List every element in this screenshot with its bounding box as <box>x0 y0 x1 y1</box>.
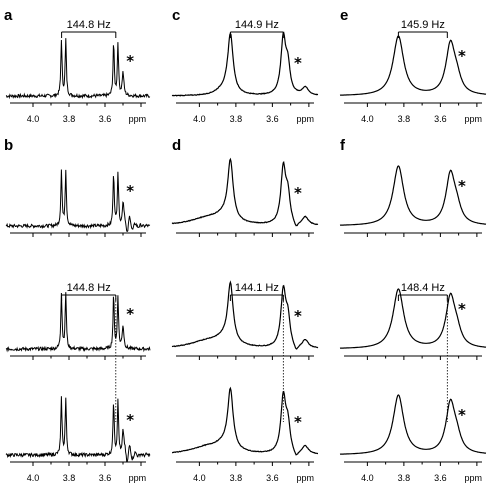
spectrum-trace <box>172 386 318 456</box>
tick-label: 4.0 <box>193 114 206 124</box>
asterisk-marker: * <box>458 300 466 318</box>
tick-label: 3.6 <box>99 473 112 483</box>
axis-unit-label: ppm <box>296 114 314 124</box>
tick-label: 4.0 <box>193 473 206 483</box>
tick-label: 3.8 <box>63 114 76 124</box>
coupling-label: 144.8 Hz <box>67 19 111 31</box>
axis-unit-label: ppm <box>464 114 482 124</box>
tick-label: 3.8 <box>230 114 243 124</box>
tick-label: 4.0 <box>27 473 40 483</box>
spectrum-trace <box>171 280 319 350</box>
axis-unit-label: ppm <box>129 114 147 124</box>
spectrum-trace <box>339 288 487 349</box>
asterisk-marker: * <box>458 406 466 424</box>
tick-label: 3.6 <box>266 473 279 483</box>
spectrum-trace <box>171 31 319 97</box>
tick-label: 3.6 <box>266 114 279 124</box>
tick-label: 3.6 <box>434 114 447 124</box>
spectrum-trace <box>5 396 151 462</box>
asterisk-marker: * <box>294 413 302 431</box>
panel-label: c <box>172 7 180 24</box>
coupling-label: 148.4 Hz <box>401 282 445 294</box>
asterisk-marker: * <box>294 184 302 202</box>
spectrum-trace <box>339 165 487 226</box>
asterisk-marker: * <box>458 47 466 65</box>
tick-label: 3.6 <box>99 114 112 124</box>
tick-label: 4.0 <box>361 473 374 483</box>
spectrum-trace <box>5 169 151 233</box>
tick-label: 3.8 <box>63 473 76 483</box>
coupling-label: 144.1 Hz <box>235 282 279 294</box>
panel-label: a <box>4 7 13 24</box>
coupling-label: 145.9 Hz <box>401 19 445 31</box>
tick-label: 3.8 <box>398 114 411 124</box>
panel-label: e <box>340 7 348 24</box>
asterisk-marker: * <box>126 182 134 200</box>
asterisk-marker: * <box>294 307 302 325</box>
axis-unit-label: ppm <box>296 473 314 483</box>
asterisk-marker: * <box>126 411 134 429</box>
panel-label: b <box>4 137 13 154</box>
spectrum-trace <box>171 157 319 227</box>
spectrum-trace <box>339 394 487 455</box>
asterisk-marker: * <box>126 305 134 323</box>
tick-label: 3.6 <box>434 473 447 483</box>
coupling-label: 144.9 Hz <box>235 19 279 31</box>
coupling-label: 144.8 Hz <box>67 282 111 294</box>
panel-label: f <box>340 137 346 154</box>
asterisk-marker: * <box>294 54 302 72</box>
axis-unit-label: ppm <box>129 473 147 483</box>
axis-unit-label: ppm <box>464 473 482 483</box>
tick-label: 4.0 <box>27 114 40 124</box>
asterisk-marker: * <box>458 177 466 195</box>
spectrum-trace <box>339 35 487 96</box>
tick-label: 3.8 <box>230 473 243 483</box>
panel-label: d <box>172 137 181 154</box>
asterisk-marker: * <box>126 52 134 70</box>
tick-label: 4.0 <box>361 114 374 124</box>
tick-label: 3.8 <box>398 473 411 483</box>
spectrum-trace <box>5 292 151 353</box>
spectrum-trace <box>5 38 151 100</box>
